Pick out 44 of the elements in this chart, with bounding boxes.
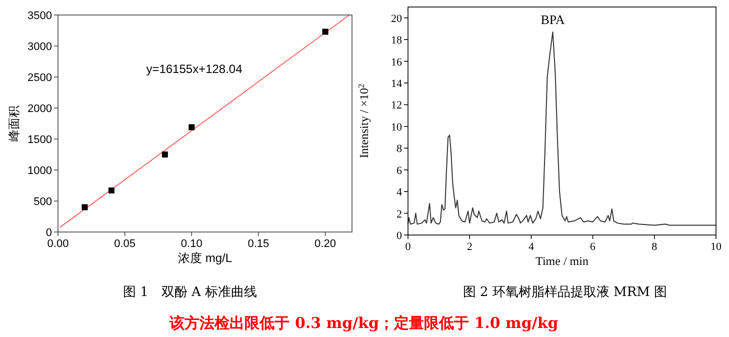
point [82,204,88,210]
y-tick-label: 8 [396,143,402,156]
y-tick-label: 6 [396,164,402,177]
x-tick-label: 4 [528,241,534,253]
y-tick-label: 2 [396,208,402,220]
text: 该方法检出限低于 0.3 mg/kg；定量限低于 1.0 mg/kg [168,314,559,332]
x-tick-label: 2 [466,241,472,253]
x-axis-title: 浓度 mg/L [178,251,232,265]
x-tick-label: 8 [652,241,658,253]
point [188,124,195,130]
y-tick-label: 16 [391,56,402,68]
y-tick-label: 3500 [28,10,52,22]
y-tick-label: 2500 [28,72,52,84]
y-axis-title: 峰面积 [7,106,21,142]
x-tick-label: 10 [710,241,722,253]
y-tick-label: 0 [396,230,402,242]
x-tick-label: 0.10 [180,238,202,250]
y-tick-label: 3000 [28,41,52,53]
point [108,187,114,194]
point [162,152,168,158]
y-tick-label: 1000 [28,165,52,177]
x-tick-label: 0.15 [248,238,270,250]
y-tick-label: 0 [46,227,52,239]
line-series [408,31,716,226]
y-tick-label: 1500 [28,134,52,146]
y-tick-label: 12 [391,100,402,112]
x-tick-label: 0.20 [314,238,336,250]
y-tick-label: 20 [391,12,402,25]
x-tick-label: 0.05 [114,238,136,250]
point [322,28,328,35]
y-tick-label: 2000 [28,103,52,115]
y-tick-label: 18 [391,34,402,47]
text: 图 1 双酚 A 标准曲线 [122,285,258,300]
x-tick-label: 0 [405,241,412,253]
x-tick-label: 6 [590,241,596,253]
y-tick-label: 14 [391,78,402,90]
annotation: y=16155x+128.04 [146,62,243,76]
x-axis-title: Time / min [536,254,588,268]
y-tick-label: 4 [396,186,402,199]
y-tick-label: 500 [34,196,52,208]
y-tick-label: 10 [391,121,402,134]
x-tick-label: 0.00 [47,238,69,250]
text: 图 2 环氧树脂样品提取液 MRM 图 [462,285,668,300]
annotation: BPA [540,12,566,27]
